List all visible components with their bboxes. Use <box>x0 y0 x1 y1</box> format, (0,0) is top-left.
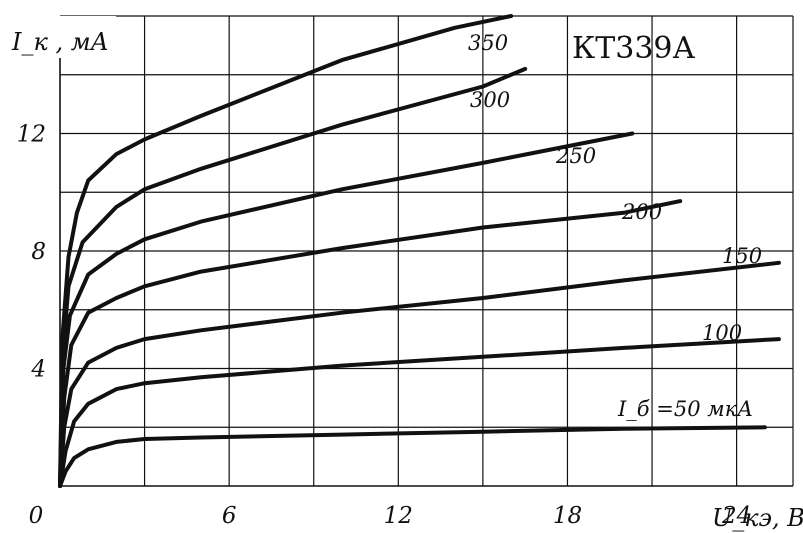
series-label-3: 150 <box>722 244 762 268</box>
series-label-7: 350 <box>468 31 508 55</box>
series-label-5: 250 <box>555 144 596 168</box>
series-line-3 <box>58 260 781 488</box>
y-tick-label: 4 <box>30 357 46 383</box>
x-tick-label: 12 <box>384 503 413 529</box>
series-line-4 <box>58 199 683 488</box>
y-axis-label: I_к , мА <box>11 28 109 56</box>
x-tick-label: 6 <box>222 503 237 529</box>
x-tick-label: 0 <box>29 503 44 529</box>
y-tick-label: 12 <box>17 122 46 148</box>
series-line-5 <box>58 131 635 488</box>
chart-title: КТ339А <box>572 31 695 66</box>
y-tick-label: 8 <box>31 239 46 265</box>
series-label-2: 100 <box>702 321 742 345</box>
series-line-6 <box>58 66 528 488</box>
chart-grid <box>59 15 794 487</box>
x-tick-label: 18 <box>553 503 582 529</box>
series-line-7 <box>58 14 514 488</box>
series-line-2 <box>58 337 781 488</box>
series-label-4: 200 <box>621 200 662 224</box>
series-label-6: 300 <box>470 88 510 112</box>
x-tick-label: 24 <box>721 503 751 529</box>
chart-curves <box>58 14 781 488</box>
chart-series-labels: I_б =50 мкА 100 150 200 250 300 350 <box>468 31 762 421</box>
x-axis-label: U_кэ, В <box>712 504 803 532</box>
series-label-1: I_б =50 мкА <box>617 397 753 421</box>
chart-ticks: 0 6 12 18 24 4 8 12 <box>17 122 752 530</box>
series-line-1 <box>58 425 767 488</box>
ylabel-background <box>6 16 116 58</box>
